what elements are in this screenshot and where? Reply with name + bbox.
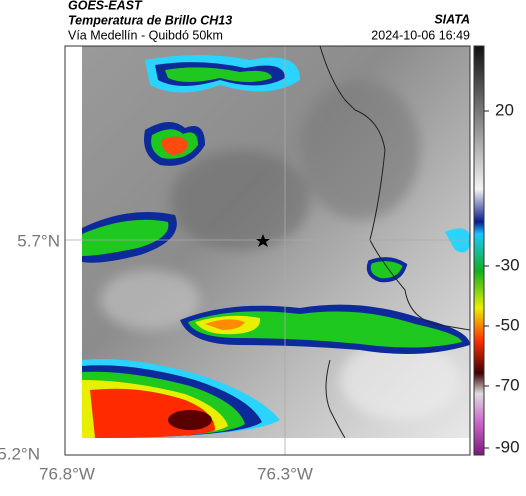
lat-label: 5.7°N xyxy=(17,231,60,250)
imagery xyxy=(82,46,470,438)
cloud-tops xyxy=(82,55,470,438)
lon-label: 76.3°W xyxy=(257,464,313,483)
subtitle: Temperatura de Brillo CH13 xyxy=(68,13,232,27)
location-marker xyxy=(256,234,270,247)
source: SIATA xyxy=(434,12,470,26)
colorbar-tick-label: 20 xyxy=(495,100,514,119)
colorbar-tick-label: -90 xyxy=(495,437,520,456)
colorbar-tick-label: -70 xyxy=(495,375,520,394)
timestamp: 2024-10-06 16:49 xyxy=(371,28,470,42)
colorbar-tick-label: -50 xyxy=(495,315,520,334)
colorbar xyxy=(473,45,485,456)
colorbar-ticks xyxy=(484,110,489,449)
colorbar-tick-label: -30 xyxy=(495,255,520,274)
title: GOES-EAST xyxy=(68,0,143,12)
lat-label: 5.2°N xyxy=(0,444,40,463)
lon-label: 76.8°W xyxy=(39,464,95,483)
map-frame xyxy=(64,45,471,456)
location: Vía Medellín - Quibdó 50km xyxy=(68,28,223,42)
